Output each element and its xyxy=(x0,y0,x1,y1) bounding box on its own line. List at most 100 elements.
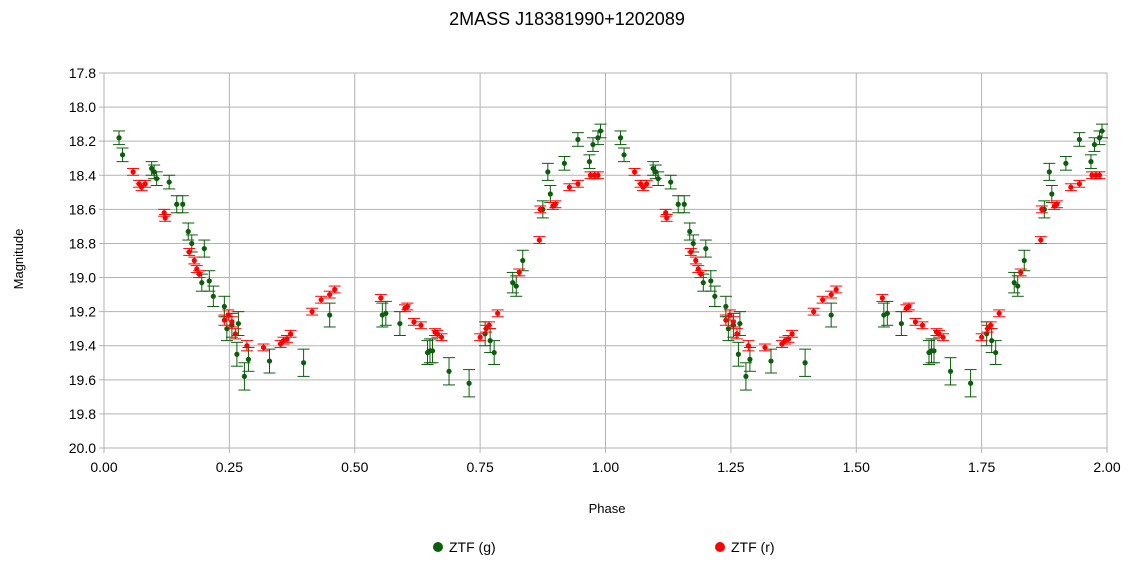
data-point-ztf-g xyxy=(180,201,186,207)
data-point-ztf-g xyxy=(737,320,743,327)
data-point-ztf-g xyxy=(154,176,160,182)
x-tick-label: 0.25 xyxy=(216,459,243,475)
data-point-ztf-r xyxy=(988,322,994,328)
data-point-ztf-g xyxy=(266,358,273,364)
data-point-ztf-r xyxy=(260,344,267,351)
y-tick-label: 19.6 xyxy=(69,372,96,388)
legend-label-ztf-r: ZTF (r) xyxy=(731,539,775,555)
data-point-ztf-r xyxy=(745,343,752,349)
data-point-ztf-g xyxy=(947,368,954,374)
data-point-ztf-g xyxy=(687,228,693,235)
y-tick-label: 19.8 xyxy=(69,406,96,422)
data-point-ztf-g xyxy=(116,135,122,141)
data-point-ztf-r xyxy=(232,331,238,337)
data-point-ztf-r xyxy=(552,201,558,207)
x-tick-label: 0.75 xyxy=(467,459,494,475)
data-point-ztf-r xyxy=(575,181,581,187)
data-point-ztf-r xyxy=(1089,172,1095,178)
data-point-ztf-r xyxy=(566,184,572,190)
grid xyxy=(103,72,1108,449)
data-point-ztf-r xyxy=(130,169,136,175)
y-axis-label: Magnitude xyxy=(11,229,26,290)
y-tick-label: 18.4 xyxy=(69,167,96,183)
data-point-ztf-r xyxy=(730,319,736,325)
data-point-ztf-r xyxy=(693,257,699,264)
y-tick-label: 19.4 xyxy=(69,338,96,354)
x-tick-label: 0.00 xyxy=(90,459,117,475)
data-point-ztf-g xyxy=(743,373,749,380)
data-point-ztf-g xyxy=(327,312,333,318)
data-point-ztf-g xyxy=(206,278,212,284)
data-point-ztf-g xyxy=(802,360,808,366)
data-point-ztf-g xyxy=(1011,280,1017,286)
data-point-ztf-r xyxy=(486,322,492,328)
x-tick-label: 1.00 xyxy=(592,459,619,475)
data-point-ztf-g xyxy=(967,380,974,386)
data-point-ztf-g xyxy=(300,360,307,366)
data-point-ztf-g xyxy=(993,349,999,356)
y-tick-label: 18.0 xyxy=(69,99,96,115)
data-point-ztf-g xyxy=(185,228,191,235)
legend: ZTF (g) ZTF (r) xyxy=(433,539,775,555)
y-tick-label: 18.6 xyxy=(69,201,96,217)
data-point-ztf-r xyxy=(734,331,740,337)
data-point-ztf-r xyxy=(1038,237,1044,243)
data-point-ztf-r xyxy=(411,319,417,325)
data-point-ztf-g xyxy=(621,152,627,158)
data-point-ztf-g xyxy=(1049,191,1055,197)
data-point-ztf-r xyxy=(244,343,250,349)
data-point-ztf-g xyxy=(510,280,516,286)
data-point-ztf-g xyxy=(429,348,436,354)
data-point-ztf-g xyxy=(723,303,729,310)
x-tick-label: 1.25 xyxy=(717,459,744,475)
data-point-ztf-r xyxy=(186,249,192,255)
data-point-ztf-g xyxy=(575,136,581,143)
data-point-ztf-r xyxy=(332,286,338,293)
data-point-ztf-g xyxy=(1063,160,1069,166)
data-point-ztf-g xyxy=(1046,169,1052,175)
data-point-ztf-g xyxy=(547,191,553,197)
data-point-ztf-g xyxy=(1021,257,1027,264)
data-point-ztf-g xyxy=(1099,128,1105,134)
data-point-ztf-g xyxy=(199,280,205,286)
data-point-ztf-g xyxy=(466,380,472,386)
y-tick-label: 19.2 xyxy=(69,304,96,320)
data-point-ztf-g xyxy=(545,169,551,175)
x-tick-label: 1.50 xyxy=(843,459,870,475)
data-point-ztf-g xyxy=(513,283,519,289)
data-point-ztf-g xyxy=(201,245,207,252)
x-tick-label: 2.00 xyxy=(1093,459,1120,475)
data-point-ztf-r xyxy=(664,215,670,221)
x-axis-ticks: 0.00 0.25 0.50 0.75 1.00 1.25 1.50 1.75 2.00 xyxy=(90,448,1121,475)
data-point-ztf-g xyxy=(898,320,904,327)
data-point-ztf-g xyxy=(1076,136,1083,143)
y-tick-label: 18.2 xyxy=(69,133,96,149)
data-point-ztf-g xyxy=(1088,159,1094,165)
data-point-ztf-r xyxy=(477,334,483,340)
legend-label-ztf-g: ZTF (g) xyxy=(449,539,496,555)
y-tick-label: 19.0 xyxy=(69,270,96,286)
data-point-ztf-r xyxy=(879,295,885,301)
data-point-ztf-g xyxy=(245,356,252,362)
data-point-ztf-r xyxy=(287,331,294,337)
data-point-ztf-r xyxy=(404,303,411,310)
data-point-ztf-g xyxy=(690,240,696,247)
data-point-ztf-g xyxy=(712,293,718,299)
data-point-ztf-r xyxy=(162,215,168,221)
data-point-ztf-r xyxy=(536,237,542,243)
data-point-ztf-r xyxy=(1039,206,1045,212)
data-point-ztf-g xyxy=(119,152,126,158)
y-axis-ticks: 17.8 18.0 18.2 18.4 18.6 18.8 19.0 19.2 19.4 19.6… xyxy=(69,65,104,456)
data-point-ztf-g xyxy=(655,176,661,182)
data-point-ztf-r xyxy=(644,181,650,187)
data-point-ztf-g xyxy=(617,135,624,141)
data-point-ztf-r xyxy=(631,169,638,175)
data-point-ztf-g xyxy=(586,159,593,165)
series-ztf-g xyxy=(113,123,1108,398)
data-point-ztf-g xyxy=(703,245,709,252)
x-tick-label: 0.50 xyxy=(341,459,368,475)
data-point-ztf-r xyxy=(820,297,826,303)
data-point-ztf-r xyxy=(789,331,795,337)
data-point-ztf-g xyxy=(681,201,687,207)
